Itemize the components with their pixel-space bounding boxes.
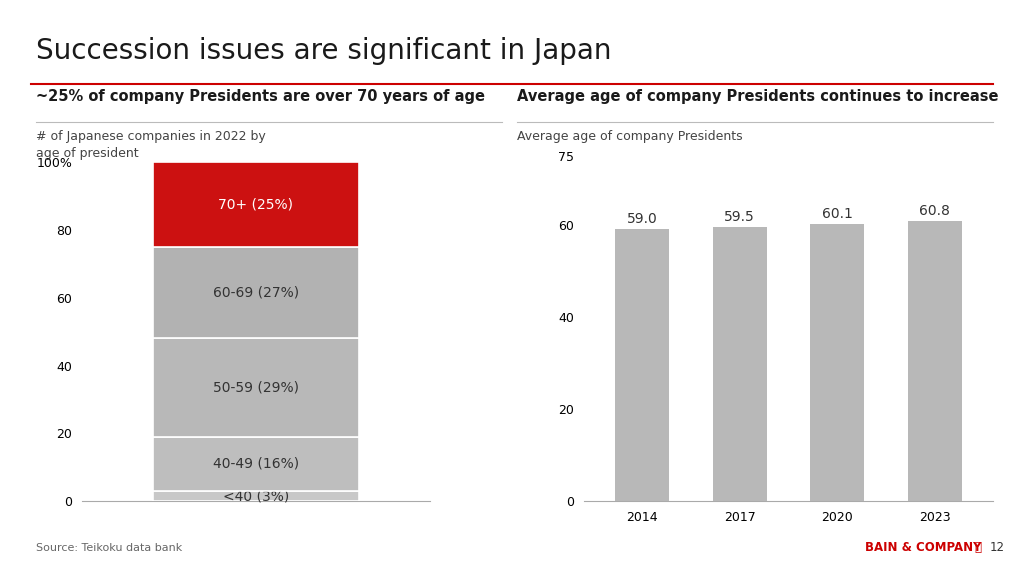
Text: 70+ (25%): 70+ (25%) xyxy=(218,198,294,211)
Text: Average age of company Presidents: Average age of company Presidents xyxy=(517,130,742,143)
Bar xyxy=(154,491,358,501)
Text: Average age of company Presidents continues to increase: Average age of company Presidents contin… xyxy=(517,89,998,104)
Text: Source: Teikoku data bank: Source: Teikoku data bank xyxy=(36,543,182,553)
Bar xyxy=(713,227,767,501)
Text: 12: 12 xyxy=(989,541,1005,554)
Bar xyxy=(154,247,358,339)
Bar xyxy=(810,224,864,501)
Text: 60-69 (27%): 60-69 (27%) xyxy=(213,286,299,300)
Bar xyxy=(154,339,358,437)
Bar xyxy=(154,162,358,247)
Bar xyxy=(908,221,962,501)
Text: 59.5: 59.5 xyxy=(724,210,755,224)
Text: <40 (3%): <40 (3%) xyxy=(223,489,289,503)
Text: BAIN & COMPANY: BAIN & COMPANY xyxy=(865,541,982,554)
Text: ~25% of company Presidents are over 70 years of age: ~25% of company Presidents are over 70 y… xyxy=(36,89,484,104)
Bar xyxy=(615,229,669,501)
Text: # of Japanese companies in 2022 by
age of president: # of Japanese companies in 2022 by age o… xyxy=(36,130,265,160)
Text: 40-49 (16%): 40-49 (16%) xyxy=(213,457,299,471)
Text: 60.8: 60.8 xyxy=(920,204,950,218)
Text: Succession issues are significant in Japan: Succession issues are significant in Jap… xyxy=(36,37,611,66)
Text: 59.0: 59.0 xyxy=(627,213,657,226)
Text: 60.1: 60.1 xyxy=(822,207,853,221)
Bar xyxy=(154,437,358,491)
Text: 50-59 (29%): 50-59 (29%) xyxy=(213,381,299,395)
Text: Ⓞ: Ⓞ xyxy=(975,541,982,554)
